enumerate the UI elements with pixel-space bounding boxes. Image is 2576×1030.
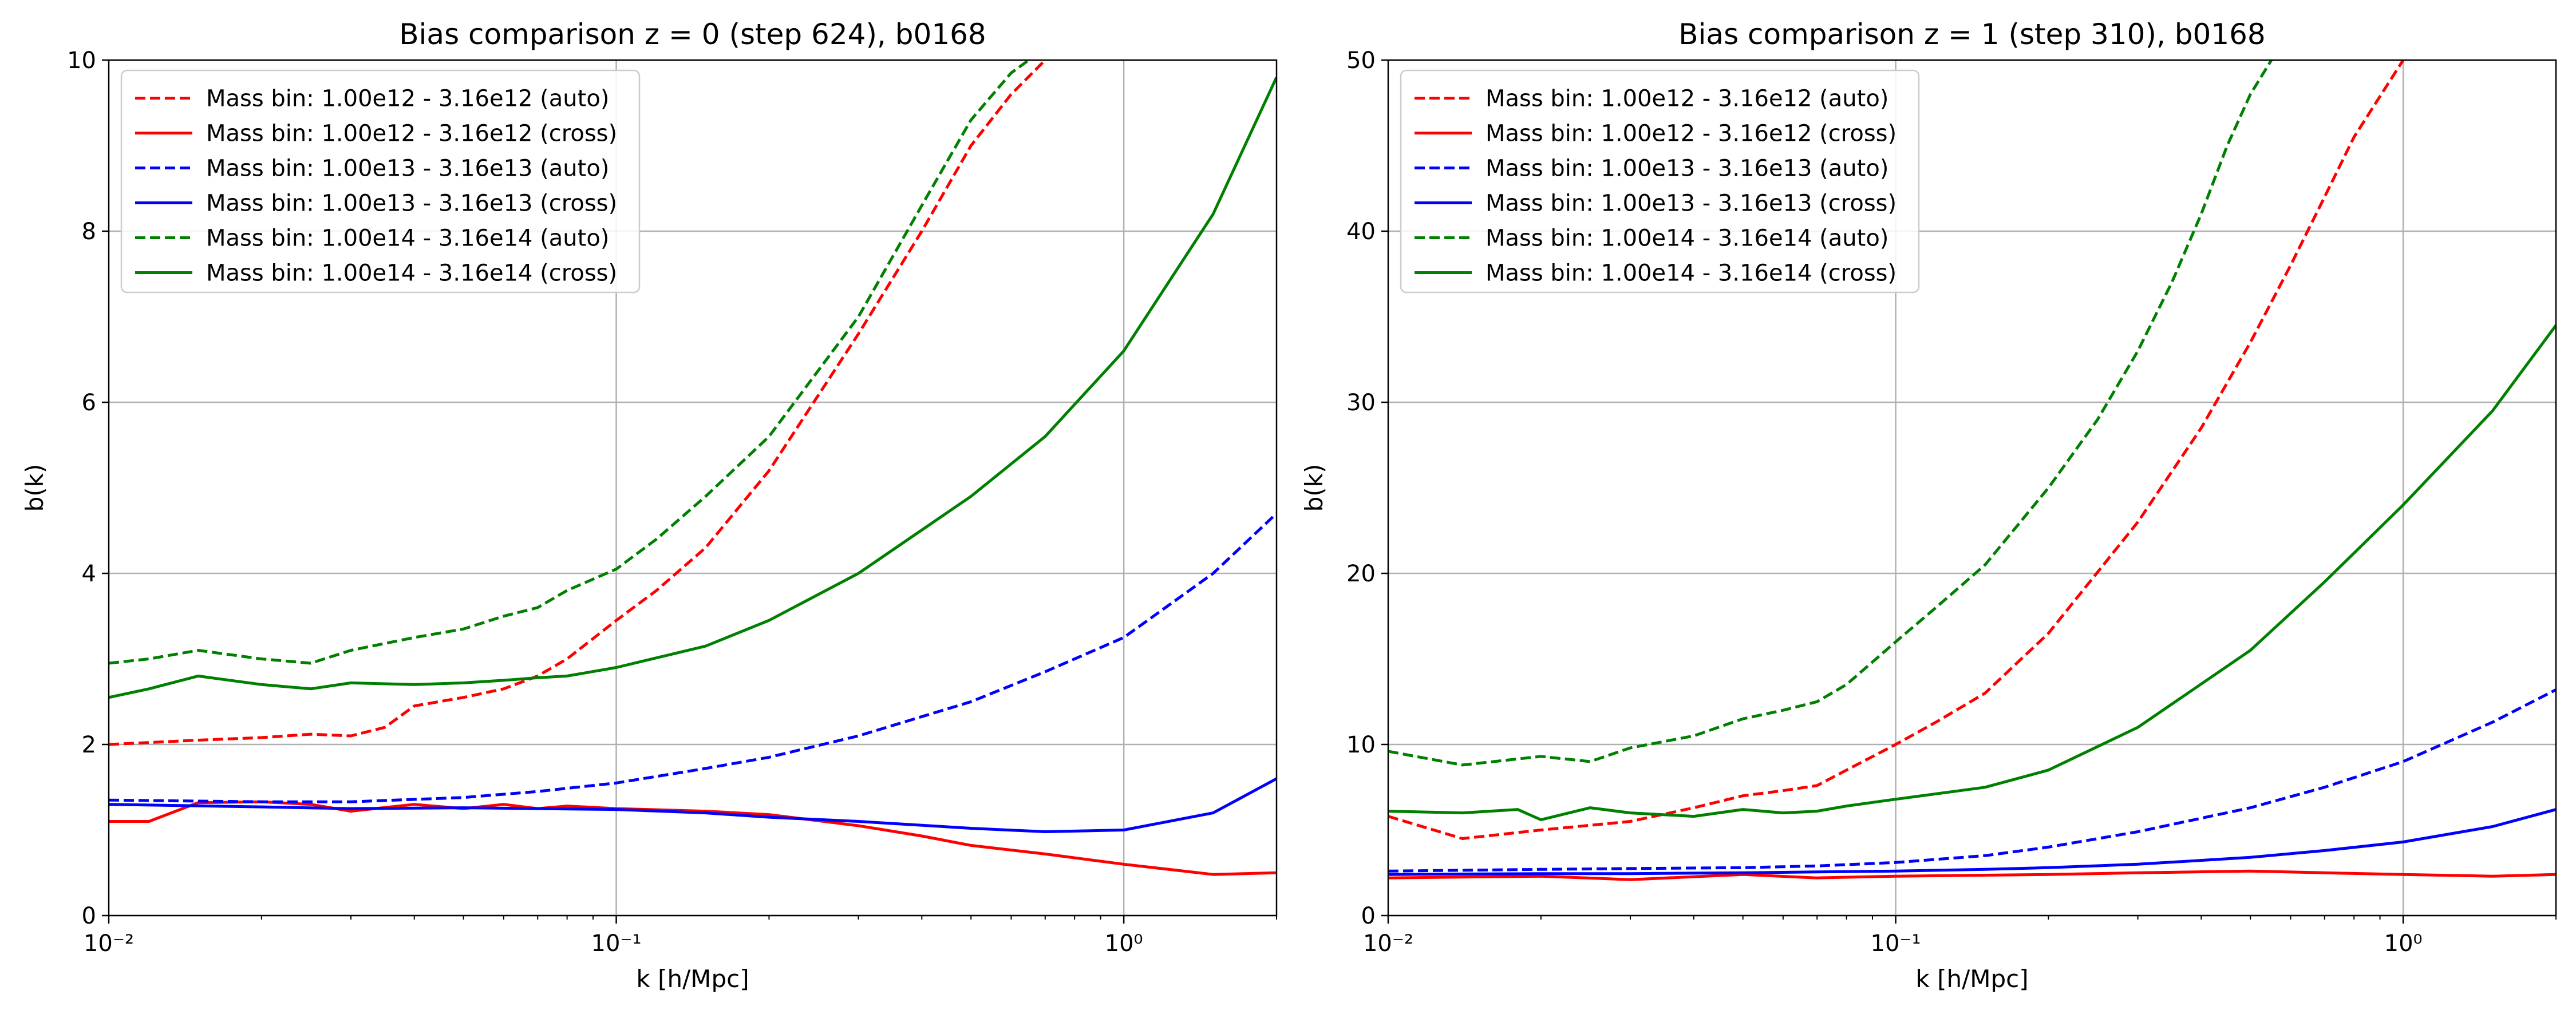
legend-entry-3: Mass bin: 1.00e13 - 3.16e13 (cross) — [206, 191, 617, 217]
legend-entry-0: Mass bin: 1.00e12 - 3.16e12 (auto) — [206, 86, 609, 112]
legend-entry-4: Mass bin: 1.00e14 - 3.16e14 (auto) — [1485, 225, 1888, 252]
y-axis-label: b(k) — [21, 464, 49, 512]
y-tick-label: 50 — [1346, 47, 1376, 74]
y-tick-label: 10 — [67, 47, 96, 74]
chart-title: Bias comparison z = 0 (step 624), b0168 — [399, 18, 986, 51]
y-tick-label: 40 — [1346, 219, 1376, 245]
series-line-0 — [109, 60, 1046, 746]
series-line-1 — [1388, 869, 2556, 881]
legend-entry-1: Mass bin: 1.00e12 - 3.16e12 (cross) — [1485, 121, 1897, 147]
y-axis-label: b(k) — [1300, 464, 1328, 512]
legend-entry-3: Mass bin: 1.00e13 - 3.16e13 (cross) — [1485, 191, 1897, 217]
series-line-3 — [109, 777, 1277, 833]
x-tick-label: 10⁻¹ — [591, 930, 642, 957]
axes-frame — [108, 59, 1278, 917]
chart-panel-z0: 0 2 4 6 8 10 10⁻² 10⁻¹ 10⁰ Bias comparison z = 0 … — [21, 18, 1278, 993]
series-line-5 — [1388, 324, 2556, 822]
legend-entry-2: Mass bin: 1.00e13 - 3.16e13 (auto) — [1485, 156, 1888, 182]
legend-box — [1400, 69, 1920, 294]
x-tick-label: 10⁰ — [1105, 930, 1143, 957]
y-tick-label: 10 — [1346, 732, 1376, 758]
legend-box — [120, 69, 641, 294]
x-tick-label: 10⁻¹ — [1871, 930, 1921, 957]
y-tick-label: 30 — [1346, 390, 1376, 416]
legend-entry-5: Mass bin: 1.00e14 - 3.16e14 (cross) — [206, 260, 617, 287]
series-line-5 — [109, 76, 1277, 699]
series-group — [1388, 60, 2556, 881]
series-line-4 — [1388, 60, 2273, 767]
x-tick-label: 10⁻² — [84, 930, 134, 957]
y-tick-label: 0 — [82, 903, 96, 929]
legend-entry-2: Mass bin: 1.00e13 - 3.16e13 (auto) — [206, 156, 609, 182]
y-tick-label: 20 — [1346, 561, 1376, 587]
y-tick-label: 0 — [1361, 903, 1376, 929]
y-tick-label: 8 — [82, 219, 96, 245]
x-tick-label: 10⁻² — [1363, 930, 1413, 957]
legend-entry-1: Mass bin: 1.00e12 - 3.16e12 (cross) — [206, 121, 617, 147]
series-line-2 — [1388, 688, 2556, 873]
legend-entry-0: Mass bin: 1.00e12 - 3.16e12 (auto) — [1485, 86, 1888, 112]
y-tick-label: 2 — [82, 732, 96, 758]
x-axis-label: k [h/Mpc] — [1915, 965, 2028, 993]
series-line-2 — [109, 512, 1277, 803]
series-line-0 — [1388, 60, 2405, 840]
y-tick-label: 4 — [82, 561, 96, 587]
series-line-3 — [1388, 808, 2556, 876]
chart-panel-z1: 0 10 20 30 40 50 10⁻² 10⁻¹ 10⁰ Bias comparison z … — [1300, 18, 2557, 993]
legend-entry-5: Mass bin: 1.00e14 - 3.16e14 (cross) — [1485, 260, 1897, 287]
x-axis-label: k [h/Mpc] — [636, 965, 749, 993]
x-tick-label: 10⁰ — [2384, 930, 2423, 957]
series-group — [109, 60, 1277, 876]
legend-entry-4: Mass bin: 1.00e14 - 3.16e14 (auto) — [206, 225, 609, 252]
series-line-4 — [109, 60, 1030, 665]
chart-title: Bias comparison z = 1 (step 310), b0168 — [1678, 18, 2266, 51]
y-tick-label: 6 — [82, 390, 96, 416]
axes-frame — [1387, 59, 2557, 917]
